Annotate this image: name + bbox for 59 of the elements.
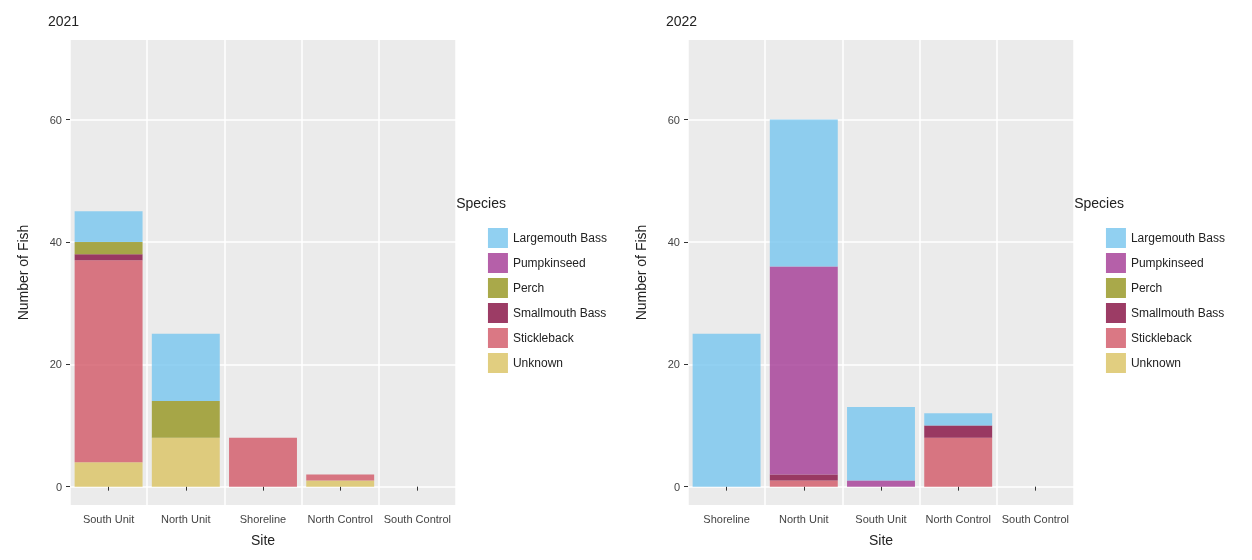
- x-axis-title: Site: [250, 532, 276, 548]
- legend-label: Smallmouth Bass: [512, 306, 607, 320]
- x-tick-label: South Control: [383, 512, 452, 525]
- x-tick-label: North Unit: [779, 512, 829, 525]
- bar: [151, 333, 220, 401]
- y-axis-title: Number of Fish: [15, 224, 31, 321]
- x-tick-label: South Control: [1001, 512, 1070, 525]
- bar: [769, 119, 838, 267]
- legend-title: Species: [1074, 195, 1125, 211]
- y-tick-label: 60: [667, 113, 680, 126]
- bar: [769, 266, 838, 475]
- bar: [924, 425, 993, 438]
- legend-label: Pumpkinseed: [512, 256, 586, 270]
- bar: [306, 474, 375, 481]
- x-tick-label: North Control: [307, 512, 373, 525]
- chart-title: 2022: [666, 13, 698, 29]
- legend-label: Unknown: [512, 356, 563, 370]
- legend-label: Stickleback: [512, 331, 575, 345]
- x-tick-label: South Unit: [82, 512, 135, 525]
- bar: [74, 211, 143, 242]
- bar: [151, 400, 220, 438]
- bar: [769, 474, 838, 481]
- bar: [847, 407, 915, 481]
- y-axis-title: Number of Fish: [633, 224, 649, 321]
- bar: [74, 241, 143, 255]
- legend-label: Perch: [1130, 281, 1163, 295]
- legend-label: Largemouth Bass: [512, 231, 608, 245]
- y-tick-label: 20: [49, 358, 62, 371]
- bar: [924, 413, 993, 426]
- legend-label: Smallmouth Bass: [1130, 306, 1225, 320]
- x-tick-label: North Unit: [161, 512, 211, 525]
- legend-label: Stickleback: [1130, 331, 1193, 345]
- legend-label: Largemouth Bass: [1130, 231, 1226, 245]
- legend-label: Pumpkinseed: [1130, 256, 1204, 270]
- legend-title: Species: [456, 195, 507, 211]
- y-tick-label: 40: [667, 235, 680, 248]
- legend-label: Unknown: [1130, 356, 1181, 370]
- bar: [769, 480, 838, 487]
- bar: [924, 437, 993, 487]
- bar: [229, 437, 297, 487]
- y-tick-label: 40: [49, 235, 62, 248]
- x-tick-label: South Unit: [855, 512, 907, 525]
- chart-title: 2021: [48, 13, 80, 29]
- y-tick-label: 0: [55, 480, 62, 493]
- x-axis-title: Site: [868, 532, 894, 548]
- bar: [74, 254, 143, 261]
- bar: [306, 480, 375, 487]
- y-tick-label: 60: [49, 113, 62, 126]
- legend-label: Perch: [512, 281, 545, 295]
- x-tick-label: Shoreline: [239, 512, 287, 525]
- x-tick-label: Shoreline: [703, 512, 750, 525]
- y-tick-label: 20: [667, 358, 680, 371]
- bar: [847, 480, 915, 487]
- bar: [74, 260, 143, 463]
- bar: [692, 333, 761, 487]
- x-tick-label: North Control: [925, 512, 991, 525]
- bar: [151, 437, 220, 487]
- y-tick-label: 0: [673, 480, 680, 493]
- bar: [74, 462, 143, 487]
